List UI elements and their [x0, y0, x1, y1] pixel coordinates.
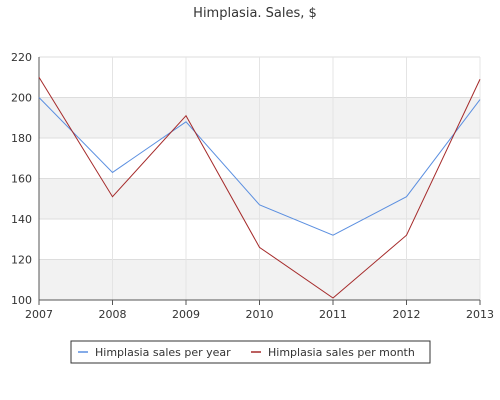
series-lines: [38, 76, 481, 299]
legend-box: [70, 340, 431, 364]
y-tick-label-5: 200: [11, 92, 32, 105]
y-tick-label-2: 140: [11, 213, 32, 226]
y-tick-label-0: 100: [11, 294, 32, 307]
y-tick-label-3: 160: [11, 173, 32, 186]
y-tick-label-6: 220: [11, 51, 32, 64]
series-line-1: [38, 76, 481, 299]
x-tick-label-0: 2007: [25, 308, 53, 321]
x-tick-label-3: 2010: [246, 308, 274, 321]
chart-title: Himplasia. Sales, $: [193, 6, 317, 21]
x-tick-label-6: 2013: [466, 308, 494, 321]
legend: Himplasia sales per year Himplasia sales …: [70, 340, 431, 364]
grid-lines: [38, 56, 481, 301]
x-tick-label-4: 2011: [319, 308, 347, 321]
legend-label-1: Himplasia sales per month: [268, 346, 415, 359]
x-tick-label-1: 2008: [99, 308, 127, 321]
tick-labels: 100 120 140 160 180 200 220 2007 2008 2009 2010 201…: [11, 51, 494, 321]
series-line-0: [38, 97, 481, 236]
y-tick-label-4: 180: [11, 132, 32, 145]
legend-label-0: Himplasia sales per year: [95, 346, 231, 359]
x-tick-label-2: 2009: [172, 308, 200, 321]
y-tick-label-1: 120: [11, 254, 32, 267]
x-tick-label-5: 2012: [393, 308, 421, 321]
